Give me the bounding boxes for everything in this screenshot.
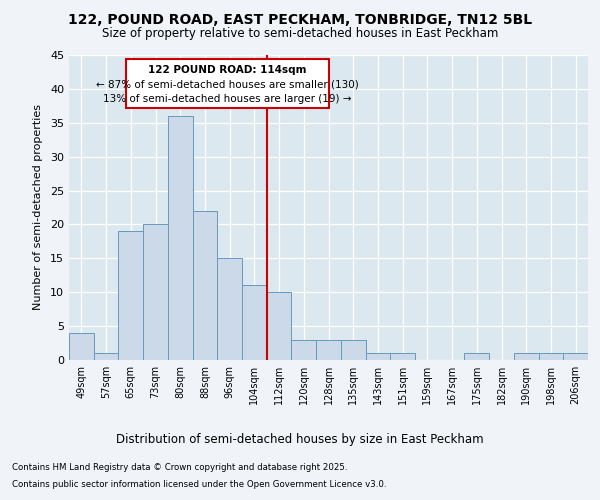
Bar [94,353,118,360]
Text: Size of property relative to semi-detached houses in East Peckham: Size of property relative to semi-detach… [102,28,498,40]
Text: 13% of semi-detached houses are larger (19) →: 13% of semi-detached houses are larger (… [103,94,352,104]
Y-axis label: Number of semi-detached properties: Number of semi-detached properties [33,104,43,310]
Bar [563,353,588,360]
Bar [390,353,415,360]
Text: ← 87% of semi-detached houses are smaller (130): ← 87% of semi-detached houses are smalle… [96,80,359,90]
Text: Contains public sector information licensed under the Open Government Licence v3: Contains public sector information licen… [12,480,386,489]
Bar [539,353,563,360]
Bar [267,292,292,360]
FancyBboxPatch shape [126,59,329,108]
Bar [69,333,94,360]
Text: Distribution of semi-detached houses by size in East Peckham: Distribution of semi-detached houses by … [116,432,484,446]
Bar [118,231,143,360]
Bar [341,340,365,360]
Bar [193,211,217,360]
Text: Contains HM Land Registry data © Crown copyright and database right 2025.: Contains HM Land Registry data © Crown c… [12,464,347,472]
Bar [514,353,539,360]
Bar [365,353,390,360]
Bar [464,353,489,360]
Text: 122, POUND ROAD, EAST PECKHAM, TONBRIDGE, TN12 5BL: 122, POUND ROAD, EAST PECKHAM, TONBRIDGE… [68,12,532,26]
Bar [316,340,341,360]
Bar [242,286,267,360]
Bar [143,224,168,360]
Bar [217,258,242,360]
Text: 122 POUND ROAD: 114sqm: 122 POUND ROAD: 114sqm [148,65,307,75]
Bar [292,340,316,360]
Bar [168,116,193,360]
